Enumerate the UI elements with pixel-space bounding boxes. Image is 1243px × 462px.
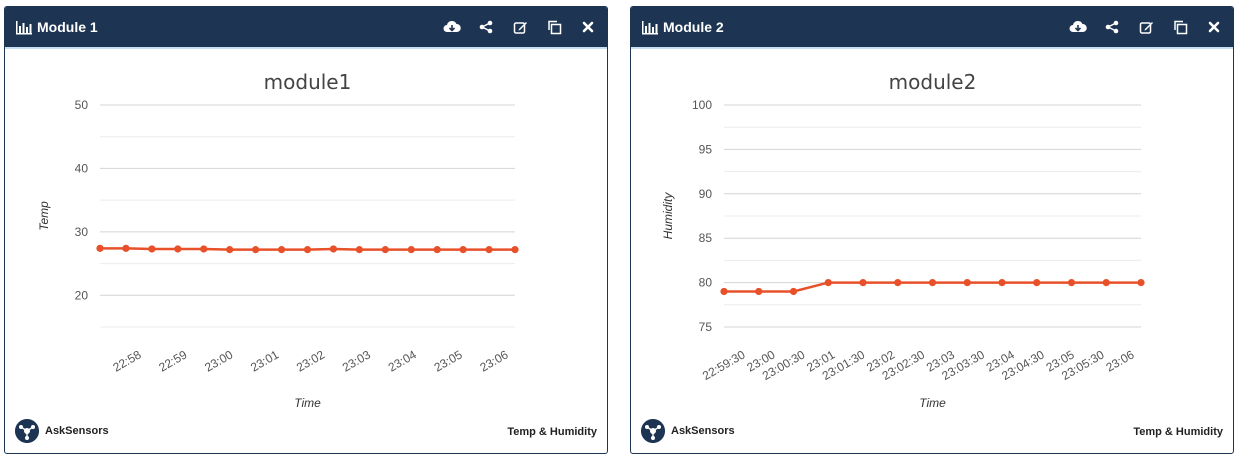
chart-title: module1 [264,70,352,94]
y-tick-label: 75 [699,320,713,334]
data-point [720,287,728,296]
x-axis-label: Time [919,396,946,409]
panel-toolbar [1065,17,1227,37]
data-point [148,245,156,253]
panel-title: Module 1 [15,18,98,36]
panel-title-text: Module 2 [663,19,724,35]
panel-title: Module 2 [641,18,724,36]
asksensors-logo [641,419,665,443]
cloud-download-icon[interactable] [1065,17,1091,37]
data-point [96,244,104,252]
data-point [824,279,832,287]
brand-name: AskSensors [671,425,735,437]
x-tick-label: 23:04 [386,347,419,374]
share-icon[interactable] [473,17,499,37]
data-point [511,246,519,254]
y-axis-label: Humidity [661,192,675,240]
module-panel-1: Module 1 module1 20 30 40 50 Temp 22:58 22:59 23… [4,6,608,454]
footer-label: Temp & Humidity [1133,426,1223,438]
copy-icon[interactable] [541,17,567,37]
data-point [277,246,286,254]
edit-icon[interactable] [1133,17,1159,37]
data-point [355,246,363,254]
y-tick-label: 85 [699,231,713,245]
y-tick-label: 30 [75,225,89,239]
data-point [1033,279,1041,287]
y-tick-label: 90 [699,187,713,201]
close-icon[interactable] [575,17,601,37]
data-point [755,287,763,296]
y-tick-label: 20 [75,288,89,302]
share-icon[interactable] [1099,17,1125,37]
x-tick-label: 23:02 [294,347,327,374]
data-point [789,287,798,296]
edit-icon[interactable] [507,17,533,37]
chart-title: module2 [889,70,977,94]
data-point [226,246,234,254]
bar-chart-icon [642,21,658,35]
x-tick-label: 23:03 [340,347,373,374]
chart-svg: module2 75 80 85 90 95 100 Humidity 22:59:30 23:0… [661,70,1145,409]
data-point [1137,279,1145,287]
y-axis-label: Temp [37,201,51,231]
data-point [329,245,338,253]
cloud-download-icon[interactable] [439,17,465,37]
brand: AskSensors [15,419,109,443]
brand: AskSensors [641,419,735,443]
panel-header: Module 2 [631,7,1233,49]
data-point [485,246,493,254]
data-point [859,279,867,287]
data-point [1067,279,1076,287]
panel-footer: AskSensors Temp & Humidity [631,409,1233,453]
panel-toolbar [439,17,601,37]
data-point [122,244,130,252]
y-tick-label: 50 [75,98,89,112]
y-tick-label: 100 [692,98,712,112]
chart-area: module1 20 30 40 50 Temp 22:58 22:59 23:00 23:01 2… [5,49,607,409]
data-point [998,279,1006,287]
module-panel-2: Module 2 module2 75 80 85 90 95 100 Humidity 22:… [630,6,1234,454]
data-point [252,246,260,254]
data-point [381,246,389,254]
copy-icon[interactable] [1167,17,1193,37]
footer-label: Temp & Humidity [507,426,597,438]
bar-chart-icon [16,21,32,35]
panel-header: Module 1 [5,7,607,49]
asksensors-logo [15,419,39,443]
data-point [303,246,312,254]
y-tick-label: 40 [75,161,89,175]
data-point [459,246,467,254]
x-tick-label: 23:00 [202,347,235,374]
x-tick-label: 22:59 [156,347,189,374]
y-tick-label: 80 [699,276,713,290]
x-tick-label: 23:01 [248,347,281,374]
chart-area: module2 75 80 85 90 95 100 Humidity 22:59:30 23:0… [631,49,1233,409]
x-tick-label: 23:06 [1103,347,1136,374]
data-point [894,279,902,287]
data-point [963,279,971,287]
y-tick-label: 95 [699,142,713,156]
data-point [928,279,937,287]
x-axis-label: Time [294,396,321,409]
x-tick-label: 22:59:30 [700,347,748,383]
data-point [433,246,441,254]
panel-title-text: Module 1 [37,19,98,35]
data-point [200,245,208,253]
brand-name: AskSensors [45,425,109,437]
data-point [1102,279,1110,287]
panel-footer: AskSensors Temp & Humidity [5,409,607,453]
x-tick-label: 23:06 [477,347,510,374]
x-tick-label: 22:58 [110,347,143,374]
chart-svg: module1 20 30 40 50 Temp 22:58 22:59 23:00 23:01 2… [37,70,519,409]
x-tick-label: 23:05 [432,347,465,374]
data-point [407,246,415,254]
data-point [174,245,182,253]
close-icon[interactable] [1201,17,1227,37]
